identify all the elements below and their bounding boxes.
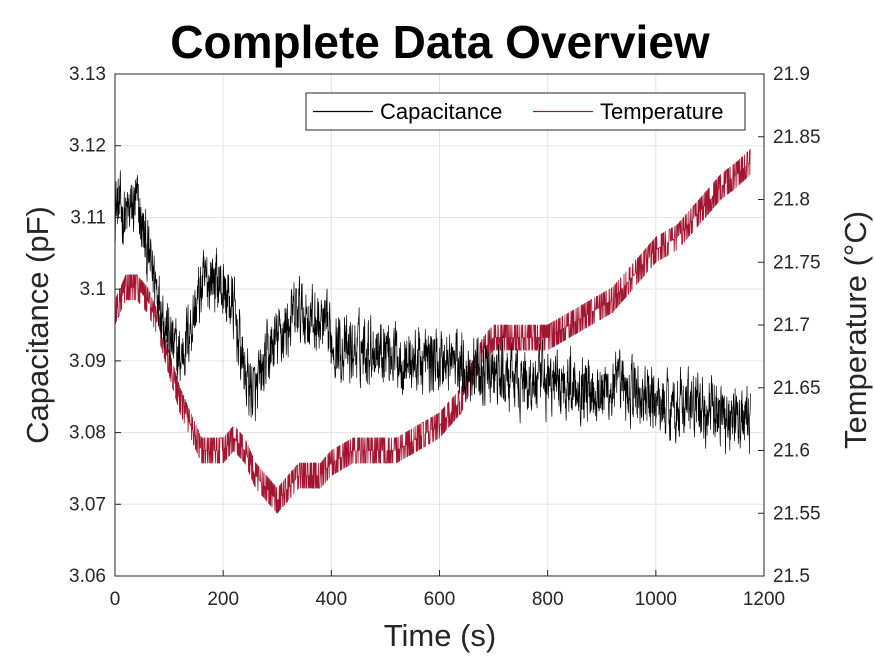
y-left-tick-label: 3.09	[69, 351, 106, 372]
y-right-tick-label: 21.6	[773, 441, 810, 462]
y-right-tick-label: 21.7	[773, 315, 810, 336]
chart-title: Complete Data Overview	[170, 16, 710, 68]
y-left-tick-label: 3.12	[69, 136, 106, 157]
y-left-tick-label: 3.06	[69, 566, 106, 587]
y-axis-right-label: Temperature (°C)	[838, 211, 873, 449]
grid-lines	[114, 73, 765, 577]
legend-label-temperature: Temperature	[600, 99, 724, 124]
y-left-tick-label: 3.07	[69, 494, 106, 515]
x-tick-label: 400	[315, 589, 347, 610]
y-right-tick-label: 21.5	[773, 566, 810, 587]
y-right-tick-label: 21.55	[773, 503, 821, 524]
y-right-tick-label: 21.75	[773, 252, 821, 273]
y-right-tick-label: 21.9	[773, 64, 810, 85]
y-axis-left: 3.06 3.07 3.08 3.09 3.1 3.11 3.12 3.13	[69, 64, 121, 587]
x-tick-label: 1000	[635, 589, 677, 610]
legend-box	[305, 92, 746, 131]
y-left-tick-label: 3.11	[70, 207, 106, 228]
y-left-tick-label: 3.08	[69, 423, 106, 444]
series-layer	[114, 149, 751, 514]
x-tick-label: 600	[424, 589, 456, 610]
x-axis-label: Time (s)	[384, 618, 497, 653]
y-left-tick-label: 3.13	[69, 64, 106, 85]
y-right-tick-label: 21.85	[773, 127, 821, 148]
x-tick-label: 200	[207, 589, 239, 610]
series-line-temperature	[114, 149, 751, 514]
y-axis-left-label: Capacitance (pF)	[20, 206, 55, 444]
y-axis-right: 21.5 21.55 21.6 21.65 21.7 21.75 21.8 21.85 21.9	[758, 64, 821, 587]
y-right-tick-label: 21.8	[773, 190, 810, 211]
x-tick-label: 0	[110, 589, 121, 610]
x-axis: 0 200 400 600 800 1000 1200	[110, 570, 785, 610]
y-left-tick-label: 3.1	[80, 279, 106, 300]
y-right-tick-label: 21.65	[773, 378, 821, 399]
x-tick-label: 800	[532, 589, 564, 610]
legend-label-capacitance: Capacitance	[380, 99, 502, 124]
x-tick-label: 1200	[743, 589, 785, 610]
legend: Capacitance Temperature	[305, 92, 746, 131]
series-line-capacitance	[114, 170, 751, 455]
